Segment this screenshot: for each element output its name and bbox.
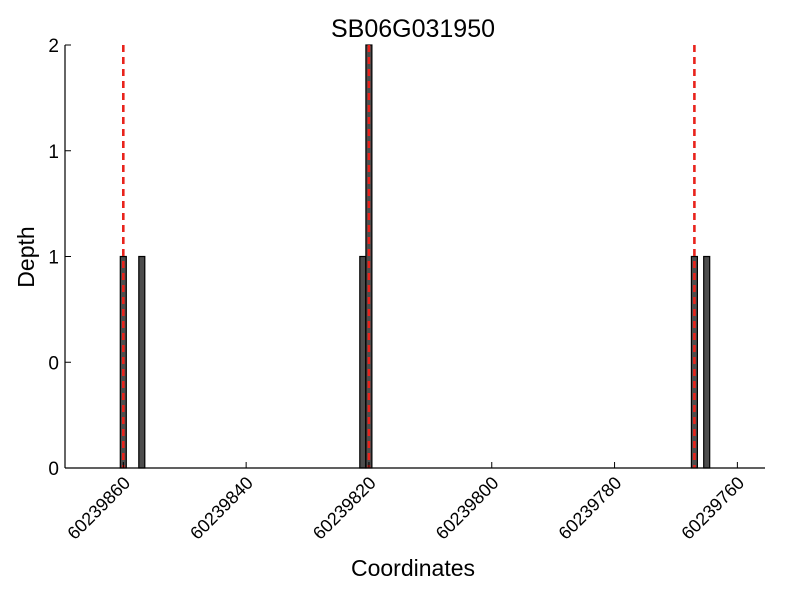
x-axis-label: Coordinates: [351, 555, 475, 581]
y-axis-label: Depth: [13, 226, 39, 287]
y-tick-label: 1: [48, 248, 59, 269]
x-tick-label: 60239780: [555, 473, 626, 544]
bar-2: [138, 255, 146, 469]
x-ticks-layer: 60239860 60239840 60239820 60239800 60239780…: [63, 462, 748, 543]
x-tick-label: 60239820: [309, 473, 380, 544]
x-tick-label: 60239840: [186, 473, 257, 544]
reference-lines-layer: [122, 45, 696, 468]
axes-layer: [64, 45, 765, 469]
chart-title: SB06G031950: [331, 15, 495, 43]
y-tick-label: 2: [48, 36, 59, 57]
bars-layer: [119, 44, 711, 469]
x-tick-label: 60239860: [63, 473, 134, 544]
y-ticks-layer: 0 0 1 1 2: [48, 36, 71, 480]
y-tick-label: 1: [48, 142, 59, 163]
bar-6: [703, 255, 711, 469]
x-tick-label: 60239760: [677, 473, 748, 544]
y-tick-label: 0: [48, 353, 59, 374]
y-tick-label: 0: [48, 459, 59, 480]
bar-3: [359, 255, 367, 469]
x-tick-label: 60239800: [432, 473, 503, 544]
